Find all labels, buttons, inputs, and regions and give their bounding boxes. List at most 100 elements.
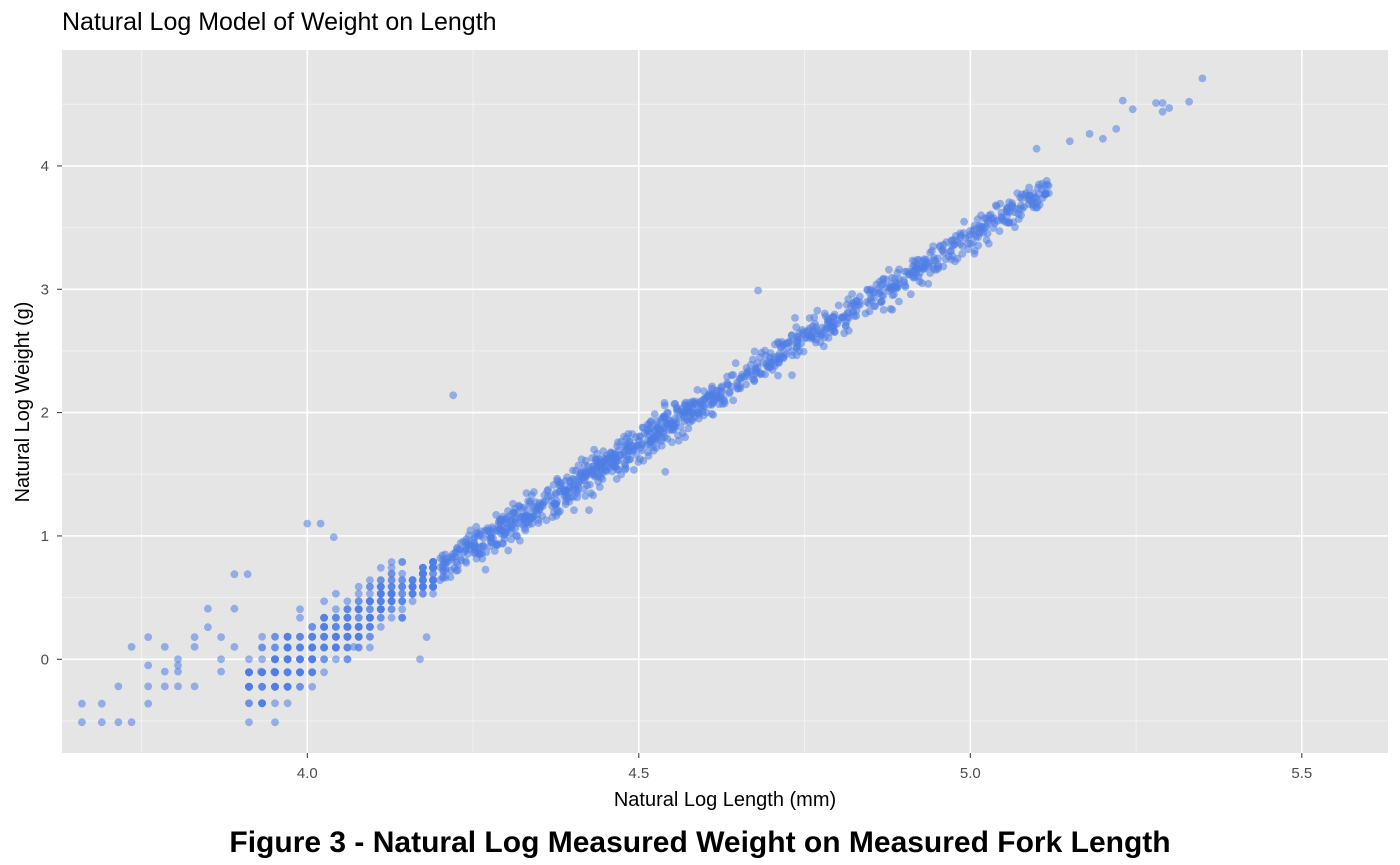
- data-point: [674, 431, 682, 440]
- data-point: [879, 306, 888, 314]
- data-point: [472, 554, 481, 563]
- data-point: [308, 682, 317, 691]
- data-point: [716, 392, 724, 401]
- data-point: [729, 396, 738, 405]
- data-point: [820, 309, 829, 318]
- data-point: [526, 497, 535, 506]
- data-point: [720, 399, 729, 408]
- data-point: [775, 355, 783, 364]
- data-point: [283, 643, 292, 652]
- data-point: [953, 254, 962, 263]
- data-point: [887, 280, 896, 289]
- data-point: [863, 286, 872, 294]
- data-point: [756, 368, 764, 377]
- data-point: [553, 476, 562, 485]
- data-point: [550, 500, 558, 508]
- data-point: [490, 547, 499, 555]
- data-point: [245, 655, 253, 664]
- data-point: [733, 378, 741, 387]
- data-point: [419, 569, 427, 578]
- data-point: [709, 398, 718, 407]
- x-tick-label: 4.5: [628, 765, 649, 782]
- data-point: [511, 518, 520, 527]
- data-point: [901, 283, 910, 291]
- data-point: [429, 582, 437, 591]
- data-point: [448, 553, 457, 562]
- data-point: [864, 299, 873, 308]
- data-point: [230, 604, 239, 613]
- data-point: [376, 623, 385, 631]
- x-tick-label: 5.0: [960, 765, 981, 782]
- data-point: [303, 519, 312, 528]
- data-point: [1185, 97, 1193, 106]
- data-point: [160, 667, 169, 676]
- data-point: [628, 447, 637, 456]
- data-point: [509, 508, 518, 517]
- data-point: [762, 359, 771, 368]
- data-point: [871, 302, 879, 311]
- data-point: [320, 623, 328, 631]
- data-point: [570, 506, 578, 514]
- data-point: [387, 576, 396, 584]
- data-point: [870, 294, 878, 302]
- data-point: [387, 597, 396, 606]
- data-point: [614, 456, 623, 465]
- y-axis-label: Natural Log Weight (g): [12, 302, 34, 503]
- data-point: [376, 605, 385, 614]
- data-point: [589, 491, 597, 500]
- data-point: [750, 347, 759, 356]
- data-point: [940, 248, 948, 257]
- data-point: [354, 623, 363, 631]
- data-point: [258, 699, 266, 708]
- data-point: [429, 563, 437, 572]
- data-point: [245, 718, 253, 727]
- data-point: [416, 655, 424, 664]
- chart-title: Natural Log Model of Weight on Length: [62, 8, 497, 36]
- data-point: [688, 416, 696, 425]
- data-point: [320, 597, 328, 606]
- data-point: [960, 217, 968, 226]
- data-point: [408, 582, 417, 591]
- data-point: [657, 441, 666, 450]
- data-point: [320, 643, 328, 652]
- data-point: [308, 623, 317, 631]
- data-point: [283, 668, 292, 677]
- data-point: [343, 643, 352, 652]
- data-point: [774, 371, 782, 380]
- data-point: [354, 589, 363, 598]
- x-tick-label: 4.0: [297, 765, 318, 782]
- data-point: [296, 613, 304, 622]
- data-point: [217, 667, 226, 676]
- data-point: [492, 539, 501, 548]
- data-point: [296, 682, 304, 691]
- data-point: [127, 718, 136, 727]
- data-point: [503, 524, 512, 533]
- data-point: [387, 563, 396, 572]
- data-point: [1085, 130, 1094, 138]
- data-point: [621, 465, 629, 474]
- data-point: [1032, 203, 1041, 212]
- data-point: [271, 718, 279, 727]
- data-point: [742, 380, 750, 389]
- data-point: [270, 667, 279, 676]
- data-point: [1118, 96, 1127, 105]
- data-point: [1014, 215, 1023, 223]
- data-point: [848, 290, 856, 298]
- data-point: [966, 230, 975, 239]
- data-point: [791, 314, 799, 322]
- data-point: [1158, 107, 1167, 116]
- data-point: [1044, 181, 1053, 190]
- data-point: [653, 423, 661, 432]
- data-point: [861, 309, 870, 318]
- data-point: [799, 347, 808, 356]
- data-point: [320, 655, 328, 664]
- data-point: [885, 265, 893, 274]
- data-point: [419, 582, 427, 591]
- data-point: [1013, 189, 1022, 198]
- data-point: [888, 305, 897, 314]
- data-point: [946, 247, 954, 256]
- data-point: [398, 605, 407, 614]
- data-point: [332, 605, 340, 614]
- data-point: [283, 632, 292, 641]
- data-point: [660, 399, 669, 407]
